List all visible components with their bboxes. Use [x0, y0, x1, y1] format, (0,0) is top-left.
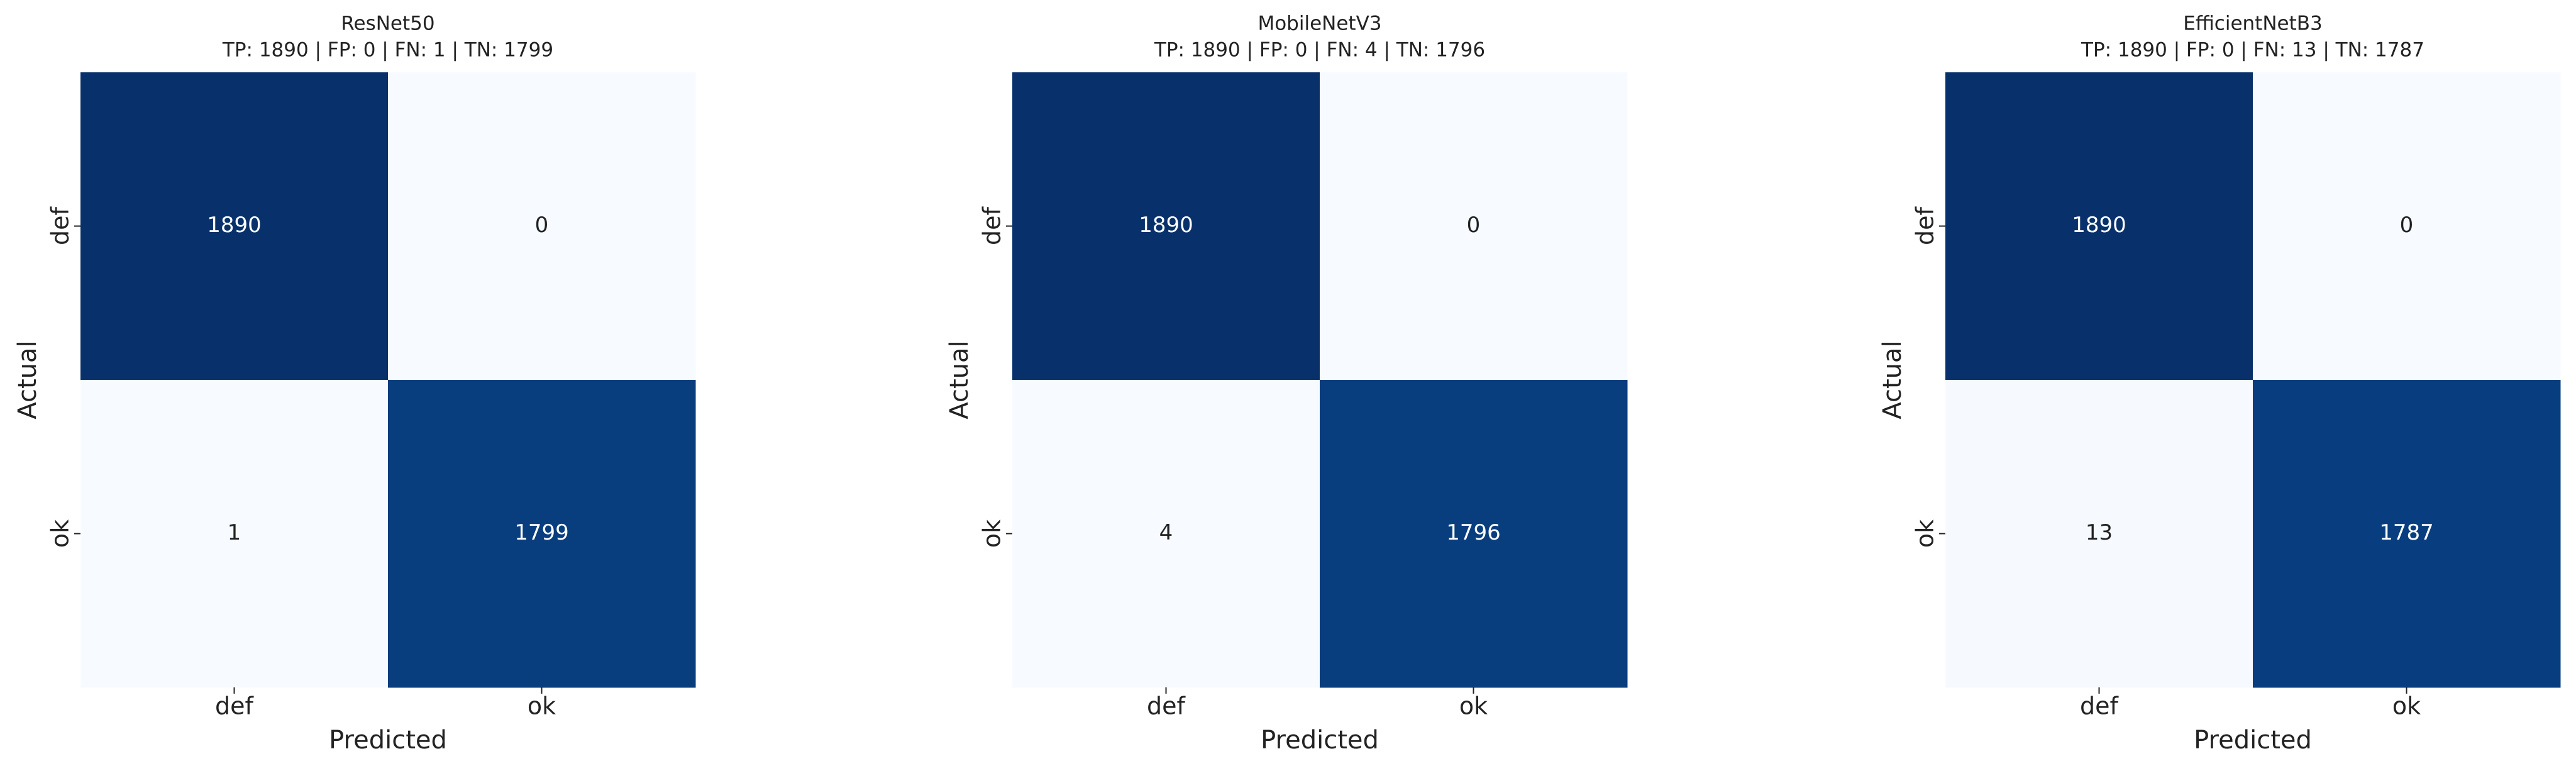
heatmap-cell [2253, 72, 2561, 380]
y-tick-label: def [1911, 206, 1939, 245]
heatmap-cell [1012, 380, 1320, 688]
cell-label: 13 [2086, 520, 2113, 545]
heatmap-panel: MobileNetV3 TP: 1890 | FP: 0 | FN: 4 | TN… [945, 13, 1628, 755]
heatmap-panel: EfficientNetB3 TP: 1890 | FP: 0 | FN: 13 … [1878, 13, 2561, 755]
heatmap-cell [388, 72, 696, 380]
x-axis-label: Predicted [329, 726, 447, 755]
chart-subtitle: TP: 1890 | FP: 0 | FN: 4 | TN: 1796 [1154, 39, 1485, 62]
chart-subtitle: TP: 1890 | FP: 0 | FN: 1 | TN: 1799 [222, 39, 553, 62]
y-axis-label: Actual [945, 340, 974, 419]
y-axis-label: Actual [1878, 340, 1907, 419]
x-tick-label: def [215, 692, 255, 720]
heatmap-cell [2253, 380, 2561, 688]
cell-label: 1799 [514, 520, 569, 545]
cell-label: 1787 [2379, 520, 2434, 545]
x-axis-label: Predicted [1261, 726, 1379, 755]
y-tick-label: ok [978, 519, 1006, 548]
y-tick-label: def [47, 206, 74, 245]
x-tick-label: ok [2392, 692, 2421, 720]
y-axis-label: Actual [13, 340, 42, 419]
x-tick-label: def [2080, 692, 2120, 720]
heatmap-cell [1320, 380, 1628, 688]
x-axis-label: Predicted [2194, 726, 2312, 755]
cell-label: 1 [228, 520, 241, 545]
x-tick-label: ok [528, 692, 556, 720]
heatmap-cell [1012, 72, 1320, 380]
heatmap-cell [1945, 380, 2253, 688]
y-tick-label: def [978, 206, 1006, 245]
cell-label: 0 [2400, 213, 2414, 238]
y-tick-label: ok [47, 519, 74, 548]
cell-label: 4 [1159, 520, 1173, 545]
chart-title: MobileNetV3 [1258, 13, 1381, 35]
x-tick-label: def [1147, 692, 1186, 720]
heatmap-panel: ResNet50 TP: 1890 | FP: 0 | FN: 1 | TN: 1… [13, 13, 696, 755]
cell-label: 1890 [1139, 213, 1193, 238]
heatmap-cell [80, 380, 389, 688]
cell-label: 0 [535, 213, 549, 238]
heatmap-cell [1945, 72, 2253, 380]
heatmap-cell [80, 72, 389, 380]
chart-title: EfficientNetB3 [2183, 13, 2323, 35]
y-tick-label: ok [1911, 519, 1939, 548]
cell-label: 0 [1467, 213, 1481, 238]
chart-title: ResNet50 [341, 13, 434, 35]
x-tick-label: ok [1459, 692, 1488, 720]
heatmap-cell [1320, 72, 1628, 380]
heatmap-cell [388, 380, 696, 688]
cell-label: 1890 [2072, 213, 2126, 238]
chart-subtitle: TP: 1890 | FP: 0 | FN: 13 | TN: 1787 [2081, 39, 2424, 62]
cell-label: 1890 [207, 213, 262, 238]
cell-label: 1796 [1446, 520, 1501, 545]
